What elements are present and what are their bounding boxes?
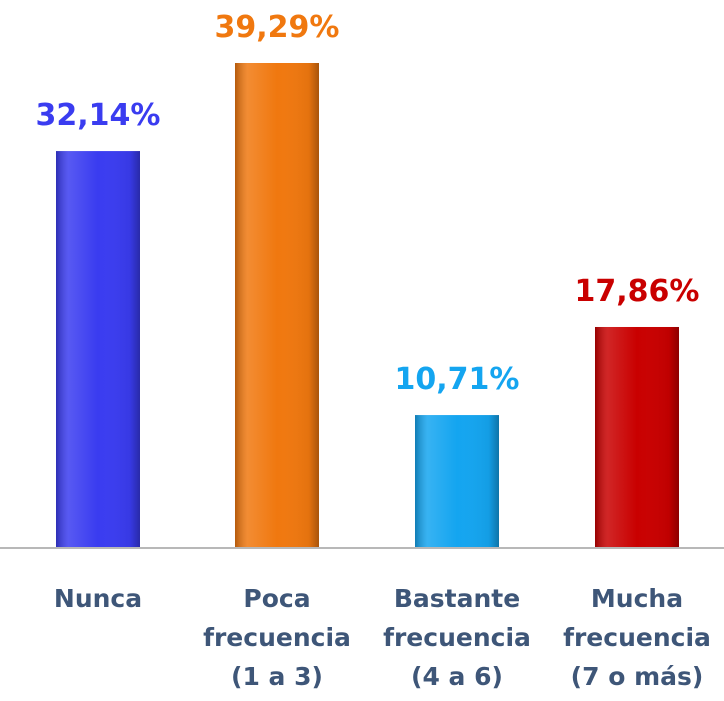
- x-tick-label-line: Poca: [243, 584, 310, 613]
- x-tick-label: Nunca: [54, 584, 142, 613]
- x-tick-label-line: Bastante: [394, 584, 520, 613]
- value-label: 39,29%: [215, 10, 340, 45]
- value-label: 32,14%: [36, 98, 161, 133]
- bar-gloss: [415, 415, 499, 547]
- x-tick-label: Bastante frecuencia (4 a 6): [383, 584, 531, 691]
- x-tick-label-line: frecuencia: [563, 623, 711, 652]
- x-tick-label-line: Nunca: [54, 584, 142, 613]
- x-tick-label-line: (4 a 6): [411, 662, 503, 691]
- bar-gloss: [56, 151, 140, 548]
- x-tick-label: Mucha frecuencia (7 o más): [563, 584, 711, 691]
- bar-gloss: [235, 63, 319, 547]
- x-tick-label-line: (7 o más): [571, 662, 704, 691]
- bar-gloss: [595, 326, 679, 547]
- x-tick-label-line: frecuencia: [383, 623, 531, 652]
- x-tick-label-line: (1 a 3): [231, 662, 323, 691]
- x-tick-label-line: frecuencia: [203, 623, 351, 652]
- x-tick-label: Poca frecuencia (1 a 3): [203, 584, 351, 691]
- value-label: 10,71%: [395, 362, 520, 397]
- x-tick-label-line: Mucha: [591, 584, 683, 613]
- value-label: 17,86%: [575, 274, 700, 309]
